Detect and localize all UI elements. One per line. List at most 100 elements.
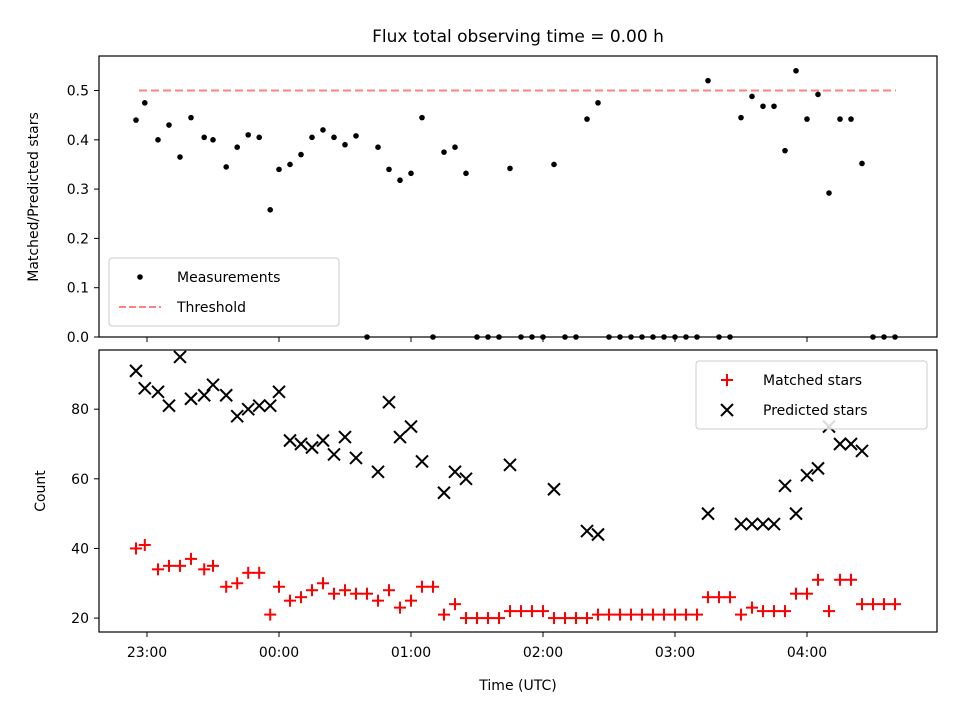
- matched-stars-point: [680, 608, 692, 621]
- predicted-stars-point: [393, 430, 407, 444]
- bottom-y-axis-label: Count: [33, 470, 49, 512]
- bottom-plot-area: [129, 350, 901, 625]
- legend-predicted-label: Predicted stars: [763, 403, 868, 419]
- bottom-legend-box: [695, 360, 928, 430]
- predicted-stars-point: [448, 465, 462, 479]
- measurement-point: [298, 151, 304, 158]
- measurement-point: [155, 137, 161, 143]
- measurement-point: [188, 114, 194, 121]
- predicted-stars-point: [138, 381, 152, 396]
- measurement-point: [320, 127, 326, 133]
- predicted-stars-point: [371, 465, 385, 479]
- predicted-stars-point: [811, 461, 825, 476]
- measurement-point: [771, 103, 777, 110]
- predicted-stars-point: [756, 517, 770, 531]
- predicted-stars-point: [230, 409, 244, 423]
- measurement-point: [408, 170, 414, 177]
- y-tick-label: 0.4: [67, 133, 89, 149]
- matched-stars-point: [515, 605, 527, 618]
- y-tick-label: 0.2: [67, 231, 89, 247]
- matched-stars-point: [713, 591, 725, 604]
- matched-stars-point: [614, 608, 626, 621]
- measurement-point: [793, 67, 799, 74]
- measurement-point: [166, 122, 172, 128]
- predicted-stars-point: [580, 524, 594, 538]
- predicted-stars-point: [129, 364, 143, 378]
- measurement-point: [386, 166, 392, 173]
- legend-predicted-marker: [720, 403, 734, 417]
- matched-stars-point: [438, 608, 450, 621]
- matched-stars-point: [198, 563, 211, 576]
- matched-stars-point: [273, 580, 285, 593]
- matched-stars-point: [845, 573, 857, 586]
- matched-stars-point: [603, 608, 615, 621]
- predicted-stars-point: [272, 385, 286, 399]
- matched-stars-point: [372, 594, 384, 607]
- predicted-stars-point: [252, 398, 266, 413]
- predicted-stars-point: [162, 398, 176, 413]
- matched-stars-point: [174, 559, 186, 572]
- measurement-point: [463, 170, 469, 177]
- measurement-point: [234, 144, 240, 151]
- matched-stars-point: [889, 598, 901, 611]
- matched-stars-point: [559, 612, 571, 625]
- predicted-stars-point: [316, 433, 330, 448]
- top-y-ticks: 0.0 0.1 0.2 0.3 0.4 0.5: [67, 84, 99, 346]
- measurement-point: [201, 134, 207, 141]
- matched-stars-point: [669, 608, 681, 621]
- matched-stars-point: [570, 612, 582, 625]
- matched-stars-point: [416, 580, 428, 593]
- bottom-y-ticks: 20 40 60 80: [71, 402, 99, 627]
- predicted-stars-point: [591, 527, 605, 542]
- measurement-point: [826, 190, 832, 196]
- matched-stars-point: [394, 601, 406, 614]
- measurement-point: [133, 117, 139, 123]
- matched-stars-point: [658, 608, 670, 621]
- measurement-point: [782, 147, 788, 154]
- predicted-stars-point: [745, 517, 759, 531]
- predicted-stars-point: [305, 440, 319, 455]
- matched-stars-point: [537, 605, 549, 618]
- measurement-point: [749, 93, 755, 100]
- x-axis-label: Time (UTC): [478, 678, 556, 694]
- y-tick-label: 0.1: [67, 281, 89, 297]
- predicted-stars-point: [404, 419, 418, 434]
- x-tick-label: 23:00: [127, 645, 167, 661]
- measurement-point: [142, 100, 148, 106]
- measurement-point: [342, 141, 348, 148]
- matched-stars-point: [405, 594, 417, 607]
- matched-stars-point: [801, 587, 813, 600]
- measurement-point: [595, 100, 601, 106]
- measurement-point: [331, 134, 337, 141]
- legend-measurements-label: Measurements: [177, 270, 280, 286]
- matched-stars-point: [647, 608, 659, 621]
- predicted-stars-point: [338, 430, 352, 444]
- y-tick-label: 0.0: [67, 330, 89, 346]
- measurement-point: [441, 149, 447, 155]
- matched-stars-point: [702, 591, 714, 604]
- matched-stars-point: [242, 566, 255, 579]
- predicted-stars-point: [800, 468, 814, 483]
- predicted-stars-point: [382, 395, 396, 409]
- matched-stars-point: [449, 598, 461, 611]
- matched-stars-point: [526, 605, 538, 618]
- matched-stars-point: [856, 598, 868, 611]
- matched-stars-point: [253, 566, 266, 579]
- measurement-point: [859, 160, 865, 167]
- predicted-stars-point: [173, 350, 187, 364]
- matched-stars-point: [361, 587, 373, 600]
- matched-stars-point: [130, 542, 142, 555]
- x-tick-label: 02:00: [523, 645, 563, 661]
- measurement-point: [223, 164, 229, 170]
- measurement-point: [452, 144, 458, 151]
- matched-stars-point: [735, 608, 747, 621]
- matched-stars-point: [339, 584, 351, 597]
- matched-stars-point: [163, 559, 175, 572]
- matched-stars-point: [757, 605, 769, 618]
- matched-stars-point: [231, 577, 244, 590]
- measurement-point: [738, 114, 744, 121]
- y-tick-label: 80: [71, 402, 89, 418]
- x-tick-label: 03:00: [655, 645, 695, 661]
- predicted-stars-point: [789, 506, 803, 521]
